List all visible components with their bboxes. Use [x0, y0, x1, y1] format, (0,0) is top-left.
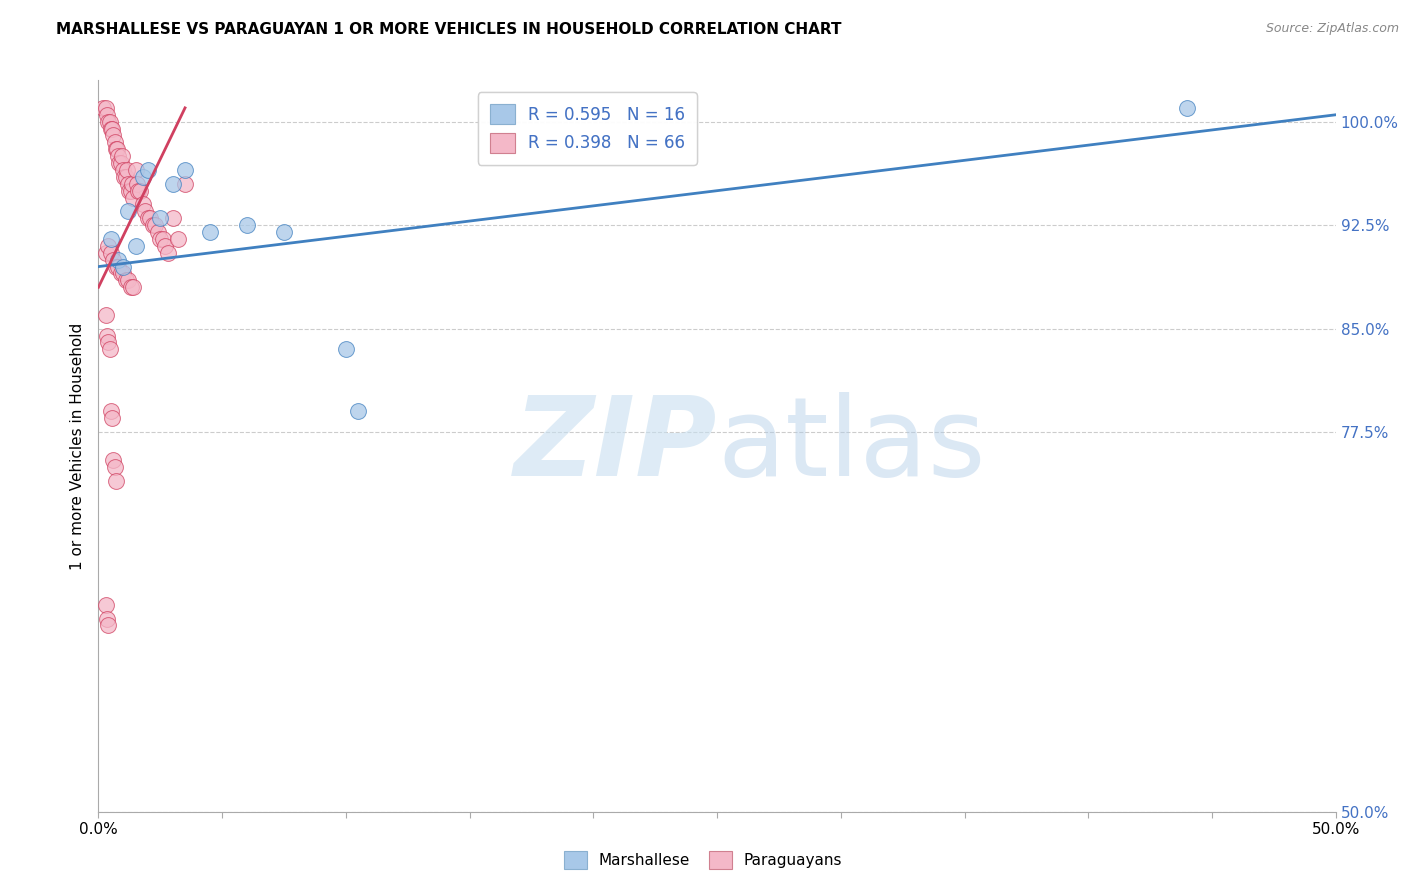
Point [139, 211, 162, 226]
Point [103, 136, 125, 150]
Point [149, 232, 172, 246]
Point [97, 618, 120, 632]
Point [134, 204, 156, 219]
Point [103, 459, 125, 474]
Point [98, 343, 121, 357]
Point [103, 452, 125, 467]
Point [198, 225, 221, 239]
Point [236, 218, 259, 232]
Point [98, 114, 121, 128]
Point [100, 232, 122, 246]
Point [1175, 101, 1198, 115]
Point [110, 267, 132, 281]
Point [100, 245, 122, 260]
Point [124, 163, 146, 178]
Point [122, 280, 145, 294]
Point [120, 280, 142, 294]
Point [111, 149, 134, 163]
Point [149, 211, 172, 226]
Point [114, 169, 136, 184]
Point [124, 239, 146, 253]
Point [93, 101, 115, 115]
Point [117, 273, 139, 287]
Point [162, 211, 184, 226]
Point [146, 225, 169, 239]
Point [94, 598, 117, 612]
Point [112, 169, 135, 184]
Point [103, 252, 125, 267]
Point [107, 252, 129, 267]
Point [114, 273, 136, 287]
Text: ZIP: ZIP [513, 392, 717, 500]
Point [101, 411, 124, 425]
Point [96, 328, 118, 343]
Point [105, 142, 128, 156]
Point [97, 239, 120, 253]
Point [155, 239, 177, 253]
Point [125, 177, 148, 191]
Point [94, 308, 117, 322]
Point [121, 177, 143, 191]
Point [112, 267, 135, 281]
Point [97, 335, 120, 350]
Point [174, 163, 197, 178]
Point [104, 142, 127, 156]
Point [347, 404, 370, 418]
Point [103, 128, 125, 143]
Legend: R = 0.595   N = 16, R = 0.398   N = 66: R = 0.595 N = 16, R = 0.398 N = 66 [478, 92, 696, 165]
Point [166, 232, 188, 246]
Point [156, 245, 179, 260]
Point [118, 184, 141, 198]
Point [120, 184, 142, 198]
Point [104, 260, 127, 274]
Point [100, 404, 122, 418]
Point [104, 474, 127, 488]
Point [108, 156, 131, 170]
Point [100, 121, 122, 136]
Point [143, 218, 166, 232]
Point [101, 121, 124, 136]
Point [112, 163, 135, 178]
Y-axis label: 1 or more Vehicles in Household: 1 or more Vehicles in Household [70, 322, 86, 570]
Point [132, 197, 155, 211]
Point [132, 169, 155, 184]
Point [129, 184, 152, 198]
Point [136, 163, 159, 178]
Point [112, 260, 135, 274]
Point [117, 204, 139, 219]
Point [115, 163, 138, 178]
Point [136, 211, 159, 226]
Text: atlas: atlas [717, 392, 986, 500]
Point [107, 260, 129, 274]
Point [97, 114, 120, 128]
Point [96, 108, 118, 122]
Text: Source: ZipAtlas.com: Source: ZipAtlas.com [1265, 22, 1399, 36]
Point [94, 101, 117, 115]
Point [122, 191, 145, 205]
Point [335, 343, 357, 357]
Point [162, 177, 184, 191]
Point [174, 177, 197, 191]
Point [273, 225, 295, 239]
Point [117, 177, 139, 191]
Point [110, 156, 132, 170]
Point [127, 184, 149, 198]
Point [142, 218, 165, 232]
Text: MARSHALLESE VS PARAGUAYAN 1 OR MORE VEHICLES IN HOUSEHOLD CORRELATION CHART: MARSHALLESE VS PARAGUAYAN 1 OR MORE VEHI… [56, 22, 842, 37]
Point [96, 611, 118, 625]
Legend: Marshallese, Paraguayans: Marshallese, Paraguayans [558, 845, 848, 875]
Point [152, 232, 174, 246]
Point [94, 245, 117, 260]
Point [107, 149, 129, 163]
